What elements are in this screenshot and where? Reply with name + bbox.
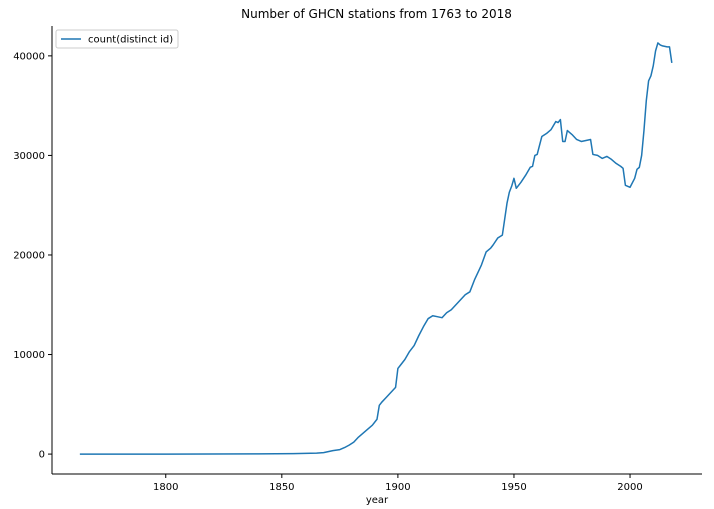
legend: count(distinct id) — [55, 29, 179, 49]
y-tick-label: 0 — [39, 450, 45, 461]
x-tick-label: 1900 — [385, 482, 410, 493]
x-axis-label: year — [366, 495, 389, 506]
y-tick-label: 40000 — [13, 51, 45, 62]
x-tick-label: 2000 — [617, 482, 642, 493]
series-line-0 — [79, 42, 673, 455]
x-tick-label: 1950 — [501, 482, 526, 493]
y-tick-label: 10000 — [13, 350, 45, 361]
x-tick-label: 1850 — [269, 482, 294, 493]
legend-box — [55, 29, 179, 49]
y-tick-label: 30000 — [13, 151, 45, 162]
chart-title: Number of GHCN stations from 1763 to 201… — [241, 7, 512, 21]
y-tick-label: 20000 — [13, 250, 45, 261]
axes: 1800 1850 1900 1950 2000 0 10000 20000 30000 400… — [13, 26, 702, 493]
x-tick-label: 1800 — [153, 482, 178, 493]
legend-entry: count(distinct id) — [88, 35, 173, 46]
